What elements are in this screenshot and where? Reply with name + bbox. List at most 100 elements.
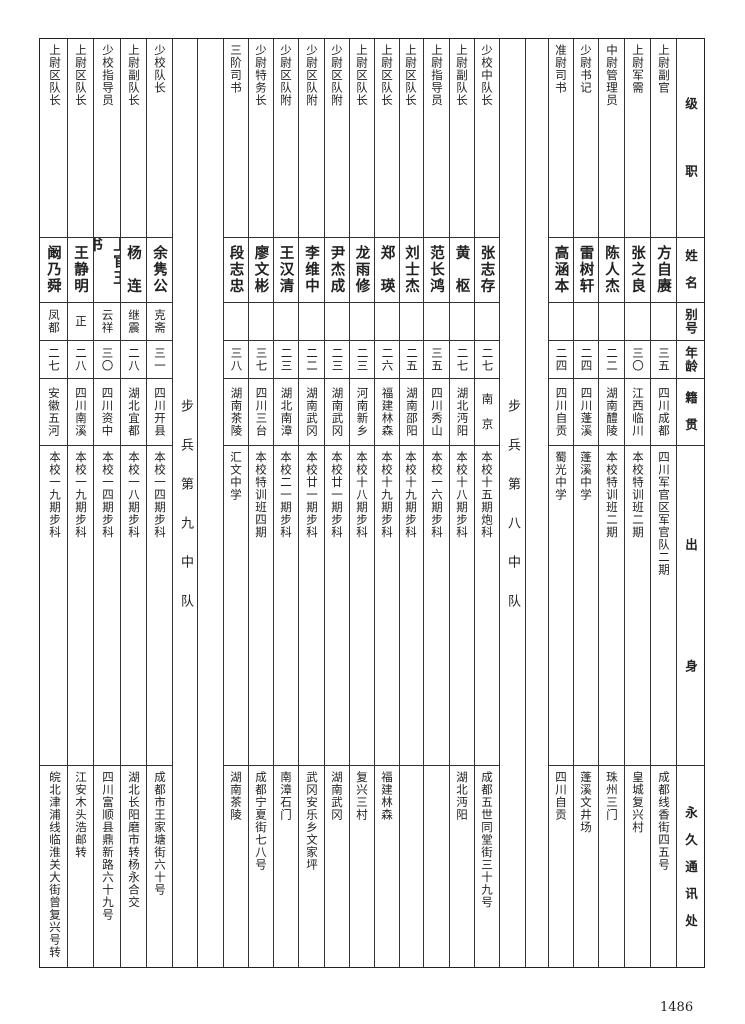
row-divider	[273, 445, 298, 446]
cell-name-text: 张之良	[629, 244, 646, 295]
row-divider	[474, 378, 499, 379]
cell-address: 蓬溪文井场	[573, 765, 598, 968]
section-title: 步 兵 第 九 中 队	[172, 38, 198, 968]
cell-age-text: 三七	[254, 346, 269, 372]
cell-address: 成都宁夏街七八号	[248, 765, 273, 968]
cell-name-text: 范长鸿	[428, 244, 445, 295]
cell-education-text: 本校一四期步科	[153, 451, 167, 539]
row-divider	[474, 765, 499, 766]
row-divider	[548, 445, 573, 446]
cell-education: 本校二一期步科	[273, 445, 298, 765]
cell-age: 二四	[573, 340, 598, 378]
cell-rank-text: 准尉司书	[554, 44, 568, 94]
cell-age: 二三	[273, 340, 298, 378]
row-divider	[624, 445, 650, 446]
row-divider	[67, 340, 93, 341]
row-divider	[248, 445, 273, 446]
cell-age-text: 三一	[153, 346, 167, 372]
row-divider	[120, 378, 146, 379]
cell-name: 黄 枢	[449, 237, 474, 302]
row-divider	[349, 237, 374, 238]
cell-address: 成都市王家塘街六十号	[146, 765, 172, 968]
cell-name-text: 上官玉书	[93, 237, 120, 287]
row-divider	[650, 378, 676, 379]
cell-rank-text: 上尉区队长	[404, 44, 418, 107]
row-divider	[573, 765, 598, 766]
cell-age: 二八	[120, 340, 146, 378]
cell-origin: 江西临川	[624, 378, 650, 445]
cell-education-text: 蜀光中学	[554, 451, 568, 501]
row-divider	[573, 340, 598, 341]
cell-name-text: 段志忠	[227, 244, 245, 295]
cell-rank: 三阶司书	[223, 38, 248, 237]
cell-age: 二八	[67, 340, 93, 378]
row-divider	[248, 237, 273, 238]
cell-address: 南漳石门	[273, 765, 298, 968]
cell-origin: 四川三台	[248, 378, 273, 445]
cell-education-text: 本校特训班四期	[254, 451, 268, 539]
cell-address-text: 成都市王家塘街六十号	[153, 771, 167, 896]
row-divider	[548, 302, 573, 303]
cell-name-text: 雷树轩	[577, 244, 595, 295]
cell-alias	[223, 302, 248, 340]
cell-origin-text: 湖北沔阳	[455, 386, 470, 437]
cell-rank-text: 上尉副官	[657, 44, 671, 94]
row-divider	[349, 445, 374, 446]
cell-address-text: 珠州三门	[605, 771, 619, 821]
cell-name-text: 李维中	[303, 244, 320, 295]
header-rank-text: 级 职	[683, 97, 698, 178]
cell-age: 二七	[39, 340, 67, 378]
cell-address-text: 江安木头浩邮转	[74, 771, 88, 859]
cell-rank: 上尉区队长	[39, 38, 67, 237]
row-divider	[67, 378, 93, 379]
cell-age: 三一	[146, 340, 172, 378]
cell-origin-text: 四川自贡	[554, 386, 569, 437]
row-divider	[598, 445, 624, 446]
cell-address-text: 湖北沔阳	[455, 771, 469, 821]
cell-education: 本校特训班二期	[624, 445, 650, 765]
cell-origin: 河南新乡	[349, 378, 374, 445]
row-divider	[248, 765, 273, 766]
cell-rank-text: 上尉区队长	[380, 44, 394, 107]
cell-education: 四川军官区军官队二期	[650, 445, 676, 765]
cell-address: 湖南茶陵	[223, 765, 248, 968]
cell-age-text: 二七	[480, 346, 495, 372]
cell-rank: 上尉区队长	[67, 38, 93, 237]
row-divider	[573, 378, 598, 379]
cell-name: 阚乃舜	[39, 237, 67, 302]
row-divider	[650, 237, 676, 238]
cell-rank-text: 少尉特务长	[254, 44, 268, 107]
cell-alias	[349, 302, 374, 340]
header-age: 年龄	[676, 340, 704, 378]
row-divider	[374, 445, 399, 446]
cell-rank-text: 少尉区队附	[330, 44, 344, 107]
cell-address-text: 皖北津浦线临淮关大街曾复兴号转交	[48, 771, 62, 959]
cell-address: 湖南武冈	[324, 765, 349, 968]
cell-name-text: 刘士杰	[403, 244, 420, 295]
row-divider	[120, 340, 146, 341]
cell-education: 本校廿一期步科	[298, 445, 324, 765]
cell-name: 方自赓	[650, 237, 676, 302]
row-divider	[324, 237, 349, 238]
cell-alias	[423, 302, 449, 340]
row-divider	[146, 302, 172, 303]
row-divider	[474, 237, 499, 238]
cell-education: 本校十八期步科	[349, 445, 374, 765]
row-divider	[324, 378, 349, 379]
cell-name: 范长鸿	[423, 237, 449, 302]
section-title-text: 步 兵 第 八 中 队	[505, 399, 520, 607]
row-divider	[39, 445, 67, 446]
cell-name-text: 尹杰成	[328, 244, 346, 295]
cell-age: 三〇	[624, 340, 650, 378]
cell-origin: 四川蓬溪	[573, 378, 598, 445]
cell-name: 陈人杰	[598, 237, 624, 302]
row-divider	[374, 765, 399, 766]
cell-rank: 中尉管理员	[598, 38, 624, 237]
cell-origin-text: 湖北南漳	[279, 386, 294, 437]
cell-alias	[573, 302, 598, 340]
row-divider	[39, 302, 67, 303]
cell-education: 汇文中学	[223, 445, 248, 765]
cell-education: 本校十五期炮科	[474, 445, 499, 765]
cell-origin-text: 四川开县	[153, 386, 167, 437]
